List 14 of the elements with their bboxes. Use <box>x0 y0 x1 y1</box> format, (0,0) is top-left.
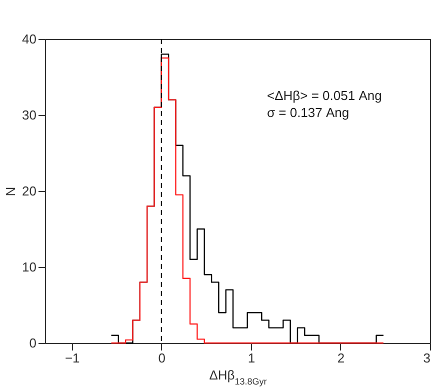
x-tick-label: 1 <box>248 350 256 366</box>
y-tick-label: 40 <box>22 32 36 46</box>
x-tick-label: 3 <box>423 350 430 366</box>
x-tick-label: −1 <box>64 350 80 366</box>
y-tick-label: 0 <box>29 336 36 350</box>
annotation: σ = 0.137 Ang <box>267 105 350 120</box>
y-tick-label: 20 <box>22 184 36 198</box>
y-tick-label: 10 <box>22 260 36 274</box>
x-tick-label: 2 <box>337 350 345 366</box>
x-tick-label: 0 <box>158 350 166 366</box>
y-tick-label: 30 <box>22 108 36 122</box>
y-axis-title: N <box>3 186 18 196</box>
annotation: <ΔHβ> = 0.051 Ang <box>267 88 382 103</box>
x-axis-title: ΔHβ$_{13.8Gyr}$ <box>209 368 267 386</box>
